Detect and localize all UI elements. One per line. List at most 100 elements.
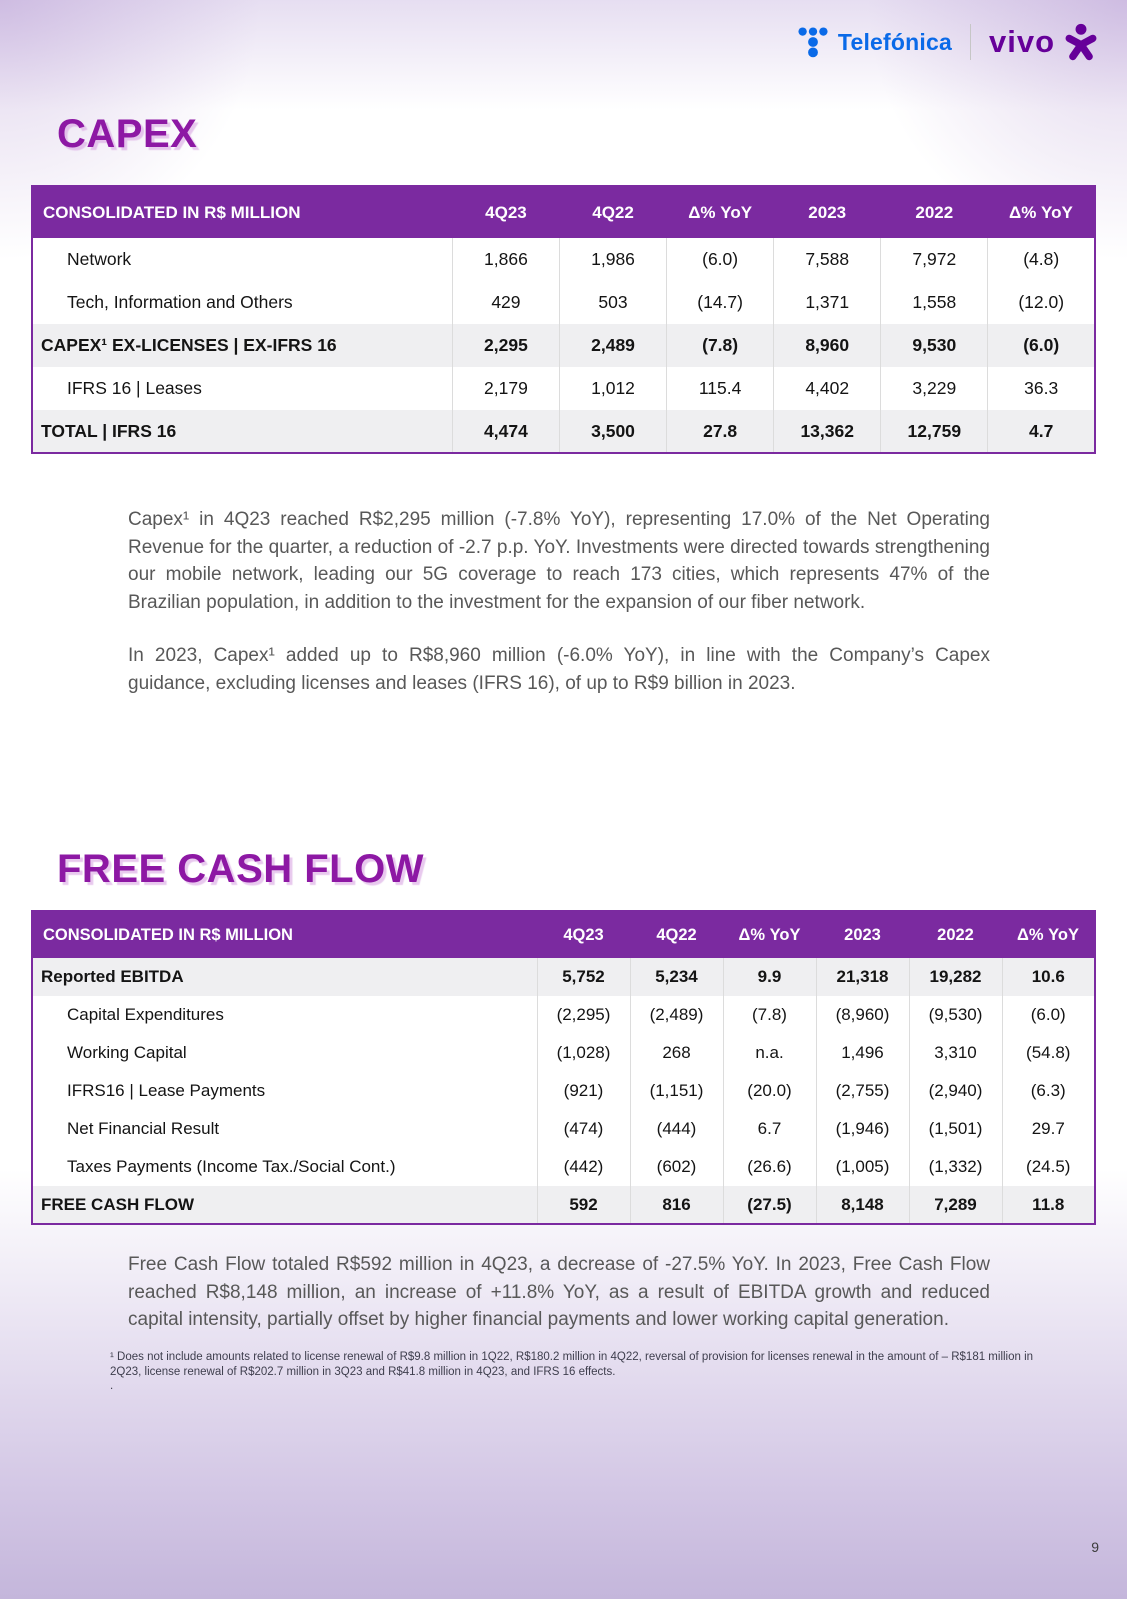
value-cell: (1,151) — [629, 1072, 723, 1110]
value-cell: (20.0) — [722, 1072, 816, 1110]
value-cell: 1,496 — [815, 1034, 909, 1072]
value-cell: (1,332) — [908, 1148, 1002, 1186]
value-cell: (1,501) — [908, 1110, 1002, 1148]
value-cell: (12.0) — [987, 281, 1095, 324]
value-cell: 7,289 — [908, 1186, 1002, 1224]
value-cell: 5,234 — [629, 958, 723, 996]
column-header: 4Q23 — [537, 911, 630, 958]
value-cell: (1,005) — [815, 1148, 909, 1186]
value-cell: (9,530) — [908, 996, 1002, 1034]
report-page: Telefónica vivo CAPEX CONSOLIDATED IN R$… — [31, 16, 1101, 1555]
table-row: CAPEX¹ EX-LICENSES | EX-IFRS 16 2,295 2,… — [32, 324, 1095, 367]
row-label: Capital Expenditures — [67, 1005, 224, 1024]
value-cell: (6.0) — [987, 324, 1095, 367]
value-cell: 6.7 — [722, 1110, 816, 1148]
footnote-dot: . — [110, 1379, 114, 1392]
value-cell: 503 — [558, 281, 667, 324]
table-row: Capital Expenditures (2,295) (2,489) (7.… — [32, 996, 1095, 1034]
column-header: 2023 — [773, 186, 881, 238]
value-cell: 816 — [629, 1186, 723, 1224]
value-cell: 27.8 — [666, 410, 774, 453]
row-label: Tech, Information and Others — [67, 292, 293, 312]
value-cell: (602) — [629, 1148, 723, 1186]
value-cell: 29.7 — [1001, 1110, 1095, 1148]
column-header: 2022 — [909, 911, 1002, 958]
telefonica-logo: Telefónica — [796, 25, 952, 59]
value-cell: 7,588 — [773, 238, 881, 281]
column-header: 2023 — [816, 911, 909, 958]
value-cell: 2,489 — [558, 324, 667, 367]
table-row: Network 1,866 1,986 (6.0) 7,588 7,972 (4… — [32, 238, 1095, 281]
value-cell: (2,755) — [815, 1072, 909, 1110]
capex-paragraph-2: In 2023, Capex¹ added up to R$8,960 mill… — [128, 645, 990, 694]
row-label: Taxes Payments (Income Tax./Social Cont.… — [67, 1157, 396, 1176]
column-header: Δ% YoY — [666, 186, 774, 238]
vivo-logo: vivo — [989, 22, 1101, 62]
value-cell: 9,530 — [880, 324, 988, 367]
footnote: ¹ Does not include amounts related to li… — [110, 1350, 1034, 1378]
value-cell: 9.9 — [722, 958, 816, 996]
value-cell: (54.8) — [1001, 1034, 1095, 1072]
value-cell: 1,986 — [558, 238, 667, 281]
value-cell: 12,759 — [880, 410, 988, 453]
value-cell: (1,946) — [815, 1110, 909, 1148]
capex-table-header-row: CONSOLIDATED IN R$ MILLION 4Q23 4Q22 Δ% … — [32, 186, 1095, 238]
column-header: CONSOLIDATED IN R$ MILLION — [32, 186, 453, 238]
fcf-paragraph: Free Cash Flow totaled R$592 million in … — [128, 1254, 990, 1330]
row-label: FREE CASH FLOW — [32, 1186, 537, 1224]
vivo-wordmark: vivo — [988, 24, 1055, 59]
telefonica-wordmark: Telefónica — [837, 28, 952, 55]
value-cell: 115.4 — [666, 367, 774, 410]
table-row: IFRS 16 | Leases 2,179 1,012 115.4 4,402… — [32, 367, 1095, 410]
column-header: 4Q22 — [630, 911, 723, 958]
column-header: 4Q23 — [452, 186, 560, 238]
column-header: Δ% YoY — [1002, 911, 1095, 958]
table-row: Net Financial Result (474) (444) 6.7 (1,… — [32, 1110, 1095, 1148]
column-header: Δ% YoY — [987, 186, 1095, 238]
value-cell: 1,012 — [558, 367, 667, 410]
value-cell: (442) — [536, 1148, 630, 1186]
row-label: IFRS16 | Lease Payments — [67, 1081, 266, 1100]
table-row: Taxes Payments (Income Tax./Social Cont.… — [32, 1148, 1095, 1186]
value-cell: 268 — [629, 1034, 723, 1072]
brand-header: Telefónica vivo — [796, 16, 1101, 68]
value-cell: 2,295 — [451, 324, 560, 367]
value-cell: (2,489) — [629, 996, 723, 1034]
value-cell: 8,148 — [815, 1186, 909, 1224]
value-cell: (27.5) — [722, 1186, 816, 1224]
row-label: CAPEX¹ EX-LICENSES | EX-IFRS 16 — [32, 324, 453, 367]
value-cell: 3,500 — [558, 410, 667, 453]
column-header: CONSOLIDATED IN R$ MILLION — [32, 911, 537, 958]
column-header: 2022 — [880, 186, 988, 238]
value-cell: 2,179 — [451, 367, 560, 410]
value-cell: 36.3 — [987, 367, 1095, 410]
value-cell: (26.6) — [722, 1148, 816, 1186]
value-cell: 11.8 — [1001, 1186, 1095, 1224]
value-cell: (8,960) — [815, 996, 909, 1034]
value-cell: 4,402 — [773, 367, 881, 410]
value-cell: (7.8) — [722, 996, 816, 1034]
column-header: Δ% YoY — [723, 911, 816, 958]
table-row: Tech, Information and Others 429 503 (14… — [32, 281, 1095, 324]
value-cell: (6.0) — [666, 238, 774, 281]
value-cell: 7,972 — [880, 238, 988, 281]
value-cell: (24.5) — [1001, 1148, 1095, 1186]
table-row: Working Capital (1,028) 268 n.a. 1,496 3… — [32, 1034, 1095, 1072]
value-cell: (14.7) — [666, 281, 774, 324]
value-cell: (7.8) — [666, 324, 774, 367]
row-label: Network — [67, 249, 132, 269]
value-cell: 429 — [451, 281, 560, 324]
logo-divider — [969, 24, 971, 60]
value-cell: (4.8) — [987, 238, 1095, 281]
page-number: 9 — [1091, 1539, 1099, 1555]
value-cell: (921) — [536, 1072, 630, 1110]
value-cell: 13,362 — [773, 410, 881, 453]
value-cell: n.a. — [722, 1034, 816, 1072]
capex-table: CONSOLIDATED IN R$ MILLION 4Q23 4Q22 Δ% … — [31, 185, 1096, 454]
value-cell: 592 — [536, 1186, 630, 1224]
value-cell: 4.7 — [987, 410, 1095, 453]
value-cell: 5,752 — [536, 958, 630, 996]
value-cell: (6.3) — [1001, 1072, 1095, 1110]
fcf-table-header-row: CONSOLIDATED IN R$ MILLION 4Q23 4Q22 Δ% … — [32, 911, 1095, 958]
value-cell: (444) — [629, 1110, 723, 1148]
